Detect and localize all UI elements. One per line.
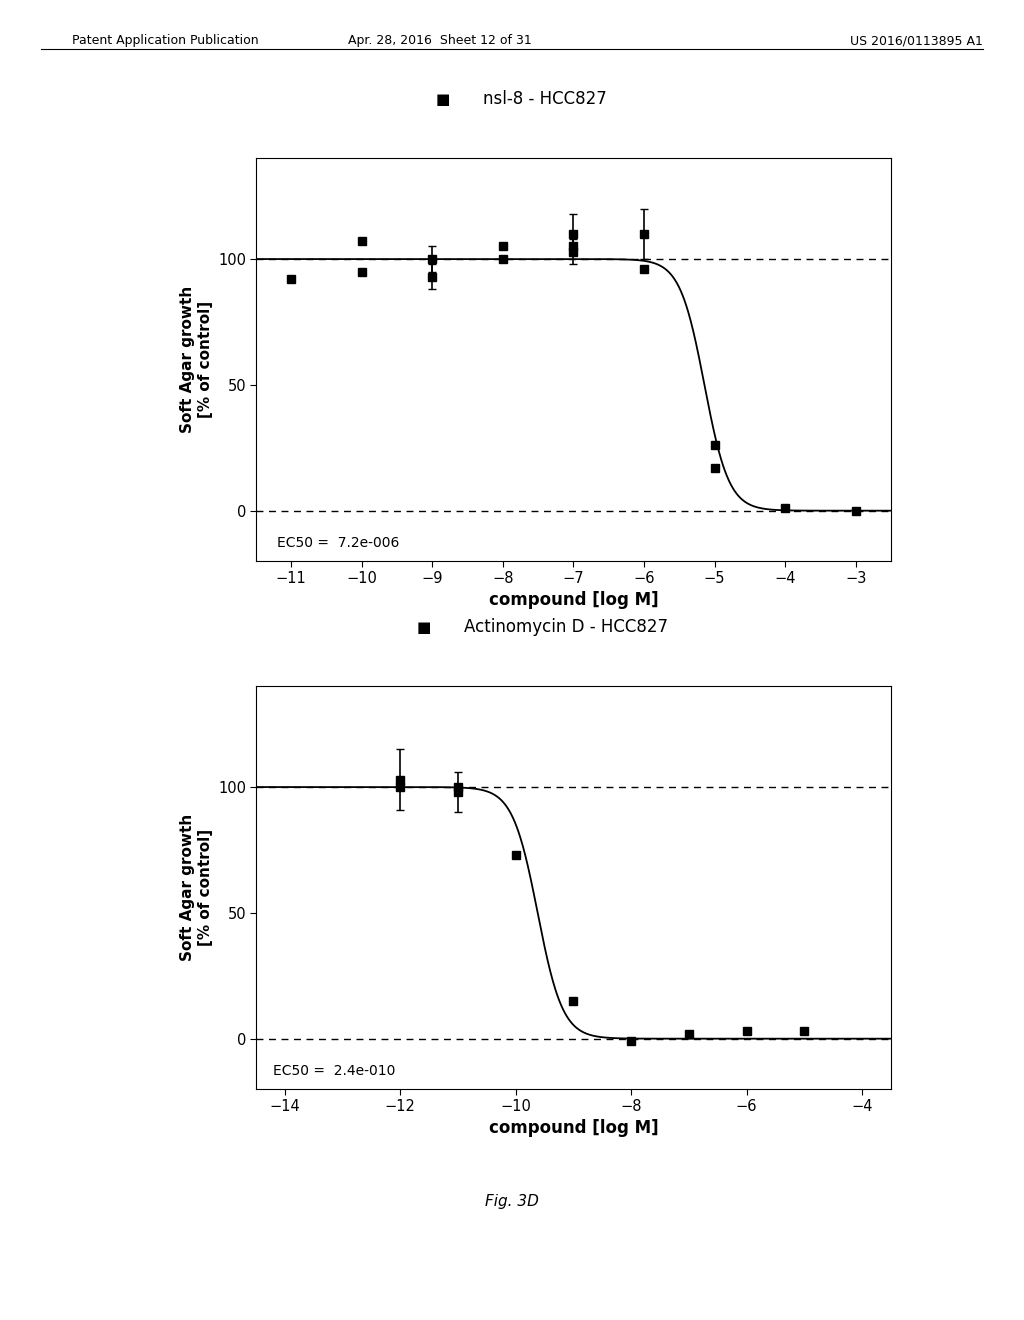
Text: ■: ■: [416, 619, 430, 635]
Text: EC50 =  7.2e-006: EC50 = 7.2e-006: [278, 536, 399, 550]
Text: Apr. 28, 2016  Sheet 12 of 31: Apr. 28, 2016 Sheet 12 of 31: [348, 34, 532, 48]
Text: Actinomycin D - HCC827: Actinomycin D - HCC827: [464, 618, 669, 636]
X-axis label: compound [log M]: compound [log M]: [488, 591, 658, 610]
X-axis label: compound [log M]: compound [log M]: [488, 1119, 658, 1138]
Y-axis label: Soft Agar growth
[% of control]: Soft Agar growth [% of control]: [180, 286, 213, 433]
Text: Fig. 3D: Fig. 3D: [485, 1193, 539, 1209]
Text: ■: ■: [435, 91, 450, 107]
Y-axis label: Soft Agar growth
[% of control]: Soft Agar growth [% of control]: [180, 814, 213, 961]
Text: US 2016/0113895 A1: US 2016/0113895 A1: [850, 34, 983, 48]
Text: nsl-8 - HCC827: nsl-8 - HCC827: [483, 90, 607, 108]
Text: Patent Application Publication: Patent Application Publication: [72, 34, 258, 48]
Text: EC50 =  2.4e-010: EC50 = 2.4e-010: [273, 1064, 395, 1078]
